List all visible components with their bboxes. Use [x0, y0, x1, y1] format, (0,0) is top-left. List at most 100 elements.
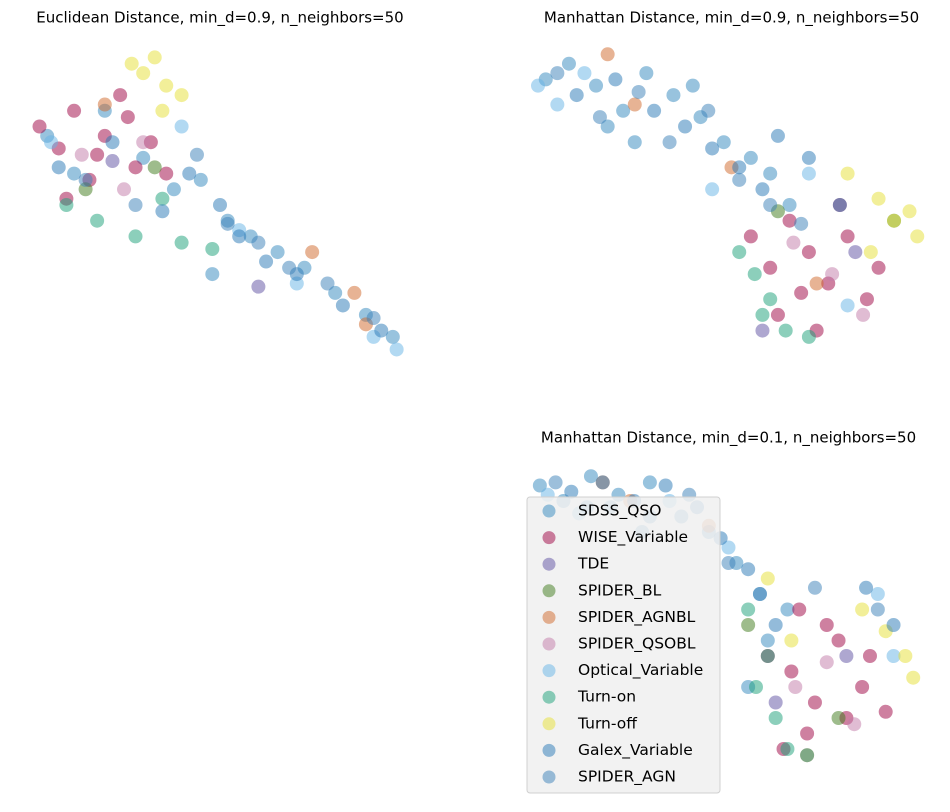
- point: [778, 323, 793, 338]
- point: [658, 478, 673, 493]
- point: [871, 191, 886, 206]
- point: [721, 556, 736, 570]
- legend-swatch: [542, 664, 556, 678]
- point: [220, 216, 235, 231]
- legend-label: SPIDER_QSOBL: [578, 635, 696, 654]
- point: [389, 342, 404, 357]
- point: [569, 88, 584, 103]
- point: [807, 695, 822, 710]
- point: [32, 119, 47, 134]
- point: [859, 292, 874, 307]
- point: [193, 172, 208, 187]
- point: [839, 649, 854, 663]
- point: [147, 50, 162, 65]
- point: [878, 704, 893, 719]
- point: [768, 711, 783, 725]
- legend-label: TDE: [577, 555, 609, 573]
- legend-label: Turn-on: [577, 688, 636, 706]
- point: [856, 307, 871, 322]
- point: [189, 147, 204, 162]
- point: [743, 229, 758, 244]
- point: [898, 649, 913, 663]
- point: [678, 119, 693, 134]
- point: [251, 235, 266, 250]
- point: [74, 147, 89, 162]
- point: [385, 329, 400, 344]
- point: [205, 241, 220, 256]
- point: [848, 245, 863, 260]
- point: [855, 680, 870, 694]
- legend-swatch: [542, 584, 556, 598]
- point: [902, 204, 917, 219]
- point: [550, 97, 565, 112]
- point: [232, 229, 247, 244]
- point: [128, 198, 143, 212]
- point: [782, 213, 797, 228]
- point: [616, 103, 631, 118]
- legend-swatch: [542, 610, 556, 624]
- point: [716, 135, 731, 150]
- legend-box: [526, 496, 721, 794]
- point: [831, 633, 846, 648]
- point: [749, 680, 764, 694]
- point: [627, 135, 642, 150]
- point: [113, 88, 128, 103]
- point: [784, 633, 799, 648]
- legend-swatch: [542, 531, 556, 545]
- point: [251, 279, 266, 294]
- legend-swatch: [542, 557, 556, 571]
- point: [174, 88, 189, 103]
- point: [784, 664, 799, 679]
- point: [780, 742, 795, 756]
- point: [755, 307, 770, 322]
- point: [147, 160, 162, 175]
- point: [305, 245, 320, 260]
- point: [44, 135, 59, 150]
- point: [763, 198, 778, 212]
- point: [117, 182, 131, 197]
- point: [550, 66, 565, 81]
- point: [800, 748, 815, 763]
- point: [794, 285, 809, 300]
- point: [662, 135, 677, 150]
- point: [747, 267, 762, 282]
- point: [174, 235, 189, 250]
- point: [259, 254, 274, 269]
- point: [755, 182, 770, 197]
- point: [564, 484, 579, 499]
- point: [174, 119, 189, 134]
- point: [786, 235, 801, 250]
- point: [282, 260, 297, 275]
- point: [347, 285, 362, 300]
- point: [887, 213, 902, 228]
- point: [270, 245, 285, 260]
- point: [600, 119, 615, 134]
- point: [752, 587, 767, 601]
- point: [780, 602, 795, 617]
- point: [825, 267, 840, 282]
- legend-swatch: [542, 770, 556, 784]
- point: [732, 172, 747, 187]
- point: [136, 135, 151, 150]
- point: [595, 475, 610, 490]
- point: [870, 602, 885, 617]
- point: [721, 540, 736, 555]
- point: [840, 166, 855, 181]
- point: [840, 298, 855, 313]
- point: [705, 141, 720, 156]
- point: [741, 562, 756, 577]
- point: [166, 182, 181, 197]
- point: [741, 602, 756, 617]
- point: [205, 267, 220, 282]
- point: [770, 128, 785, 143]
- point: [155, 191, 170, 206]
- point: [136, 150, 151, 165]
- legend-swatch: [542, 637, 556, 651]
- chart-title: Manhattan Distance, min_d=0.9, n_neighbo…: [544, 9, 919, 28]
- legend-label: SPIDER_BL: [578, 581, 662, 600]
- point: [760, 633, 775, 648]
- point: [548, 475, 563, 490]
- point: [800, 726, 815, 741]
- point: [320, 276, 335, 291]
